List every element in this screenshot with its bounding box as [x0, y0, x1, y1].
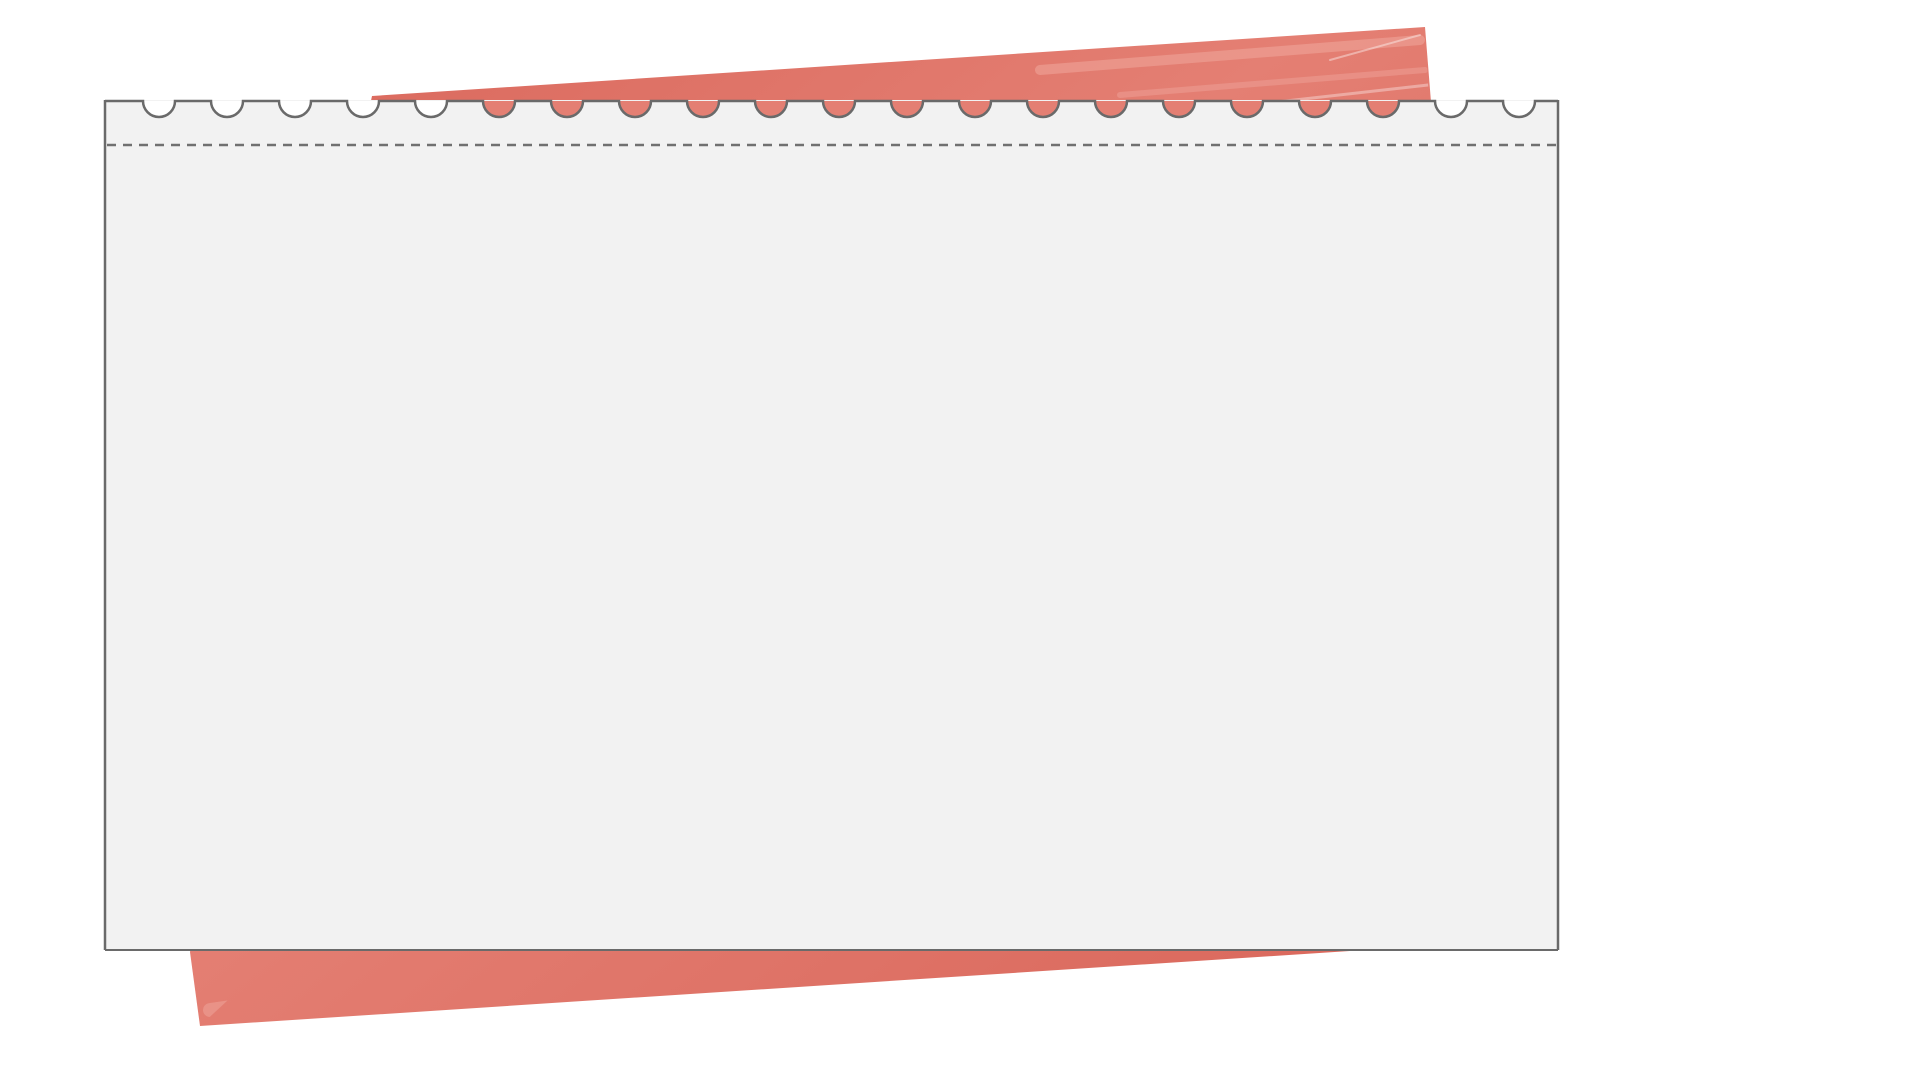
binding-hole-icon: [211, 101, 243, 117]
brush-stroke: [1329, 34, 1421, 61]
binding-hole-icon: [687, 101, 719, 117]
binding-hole-icon: [619, 101, 651, 117]
binding-hole-icon: [1231, 101, 1263, 117]
binding-hole-icon: [1027, 101, 1059, 117]
binding-hole-icon: [959, 101, 991, 117]
binding-hole-icon: [823, 101, 855, 117]
binding-edge: [105, 99, 1558, 119]
binding-hole-icon: [347, 101, 379, 117]
binding-hole-icon: [483, 101, 515, 117]
binding-hole-icon: [415, 101, 447, 117]
binding-hole-icon: [143, 101, 175, 117]
notepad-page: [103, 99, 1560, 951]
brush-stroke: [1117, 67, 1428, 98]
binding-hole-icon: [1435, 101, 1467, 117]
binding-hole-icon: [1163, 101, 1195, 117]
binding-hole-icon: [1299, 101, 1331, 117]
binding-edge-line: [105, 99, 1558, 119]
binding-hole-icon: [755, 101, 787, 117]
binding-hole-icon: [891, 101, 923, 117]
binding-hole-icon: [1503, 101, 1535, 117]
binding-hole-icon: [1367, 101, 1399, 117]
paper-sheet: [105, 100, 1558, 950]
brush-stroke: [1035, 35, 1425, 75]
binding-hole-icon: [279, 101, 311, 117]
binding-hole-icon: [1095, 101, 1127, 117]
binding-hole-icon: [551, 101, 583, 117]
